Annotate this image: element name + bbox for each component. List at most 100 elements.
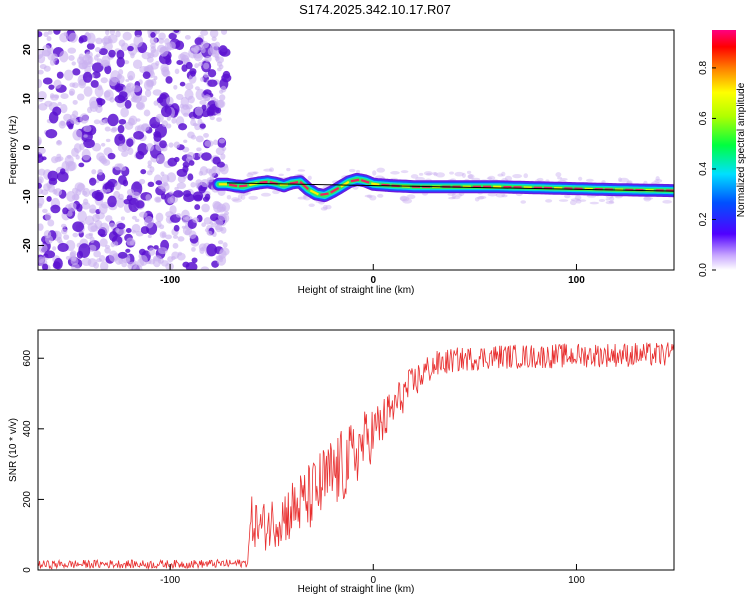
- snr-y-ticks: 0 200 400 600: [22, 349, 44, 573]
- noise-speckle: [105, 138, 111, 143]
- track-halo-speckle: [474, 197, 480, 202]
- track-halo-speckle: [487, 192, 498, 197]
- noise-speckle: [38, 147, 46, 155]
- noise-speckle: [128, 115, 138, 126]
- noise-speckle: [103, 41, 113, 51]
- noise-speckle: [166, 116, 171, 121]
- noise-speckle: [118, 193, 124, 200]
- noise-speckle: [38, 31, 43, 38]
- y-tick-label: 10: [22, 93, 33, 105]
- noise-speckle: [161, 105, 172, 118]
- noise-speckle: [203, 89, 212, 97]
- noise-speckle: [56, 71, 64, 79]
- noise-speckle: [155, 113, 164, 123]
- noise-speckle: [109, 222, 115, 228]
- noise-speckle: [135, 151, 145, 160]
- track-halo-speckle: [418, 172, 424, 176]
- noise-speckle: [168, 142, 174, 148]
- noise-speckle: [209, 115, 215, 121]
- colorbar-tick-label: 0.6: [698, 111, 709, 125]
- track-halo-speckle: [297, 169, 306, 172]
- snr-x-label: Height of straight line (km): [298, 584, 415, 595]
- noise-speckle: [90, 79, 99, 88]
- noise-speckle: [114, 181, 122, 191]
- noise-speckle: [198, 170, 204, 176]
- noise-speckle: [180, 104, 191, 116]
- noise-speckle: [194, 106, 204, 116]
- noise-speckle: [96, 258, 102, 263]
- noise-speckle: [38, 154, 44, 164]
- noise-speckle: [218, 138, 226, 144]
- track-halo-speckle: [579, 199, 587, 202]
- noise-speckle: [172, 235, 179, 239]
- noise-speckle: [188, 230, 197, 239]
- noise-speckle: [73, 193, 79, 201]
- noise-speckle: [98, 203, 108, 215]
- noise-speckle: [122, 31, 132, 41]
- track-halo-speckle: [322, 204, 328, 210]
- noise-speckle: [204, 94, 211, 102]
- noise-speckle: [138, 248, 146, 256]
- noise-speckle: [199, 99, 207, 106]
- track-halo-speckle: [390, 171, 400, 175]
- track-core-segment: [360, 179, 370, 184]
- track-halo-speckle: [252, 171, 259, 175]
- noise-speckle: [183, 193, 195, 203]
- noise-speckle: [211, 223, 217, 228]
- colorbar-gradient: [712, 30, 736, 270]
- noise-speckle: [201, 47, 206, 54]
- noise-speckle: [203, 132, 209, 138]
- track-halo-speckle: [662, 200, 672, 204]
- track-core-segment: [228, 183, 238, 188]
- noise-speckle: [89, 208, 97, 214]
- noise-speckle: [68, 32, 78, 43]
- noise-speckle: [100, 77, 108, 84]
- track-halo-speckle: [643, 197, 654, 200]
- noise-speckle: [150, 49, 159, 58]
- track-halo-speckle: [478, 195, 487, 199]
- noise-speckle: [41, 50, 51, 57]
- track-halo-speckle: [454, 171, 464, 177]
- noise-speckle: [38, 54, 46, 64]
- noise-speckle: [46, 36, 52, 42]
- noise-speckle: [117, 143, 128, 153]
- noise-speckle: [147, 234, 152, 239]
- noise-speckle: [93, 250, 101, 258]
- noise-speckle: [135, 200, 145, 209]
- noise-speckle: [66, 190, 76, 202]
- noise-speckle: [44, 212, 52, 221]
- noise-speckle: [76, 250, 84, 259]
- noise-speckle: [200, 30, 209, 36]
- noise-speckle: [178, 53, 186, 61]
- noise-speckle: [139, 95, 148, 103]
- noise-speckle: [207, 79, 218, 87]
- noise-speckle: [213, 139, 219, 146]
- noise-speckle: [149, 166, 155, 173]
- track-halo-speckle: [558, 199, 569, 202]
- x-tick-label: -100: [160, 275, 180, 286]
- noise-speckle: [71, 61, 76, 66]
- track-halo-speckle: [466, 170, 472, 175]
- track-halo-speckle: [432, 172, 437, 176]
- noise-speckle: [84, 215, 95, 226]
- noise-speckle: [152, 89, 162, 96]
- snr-x-ticks: -100 0 100: [160, 564, 585, 586]
- noise-speckle: [190, 70, 196, 77]
- noise-speckle: [191, 246, 196, 252]
- noise-speckle: [99, 119, 106, 126]
- track-halo-speckle: [643, 196, 652, 202]
- noise-speckle: [215, 147, 225, 156]
- noise-speckle: [97, 228, 106, 237]
- noise-speckle: [131, 223, 141, 233]
- noise-speckle: [133, 34, 144, 48]
- noise-speckle: [94, 46, 101, 53]
- track-halo-speckle: [240, 194, 246, 200]
- noise-speckle: [158, 32, 166, 40]
- noise-speckle: [135, 101, 144, 110]
- noise-speckle: [111, 126, 118, 132]
- track-halo-speckle: [325, 204, 332, 210]
- track-halo-speckle: [376, 167, 386, 173]
- noise-speckle: [149, 36, 158, 45]
- noise-speckle: [192, 217, 199, 224]
- noise-speckle: [45, 235, 54, 245]
